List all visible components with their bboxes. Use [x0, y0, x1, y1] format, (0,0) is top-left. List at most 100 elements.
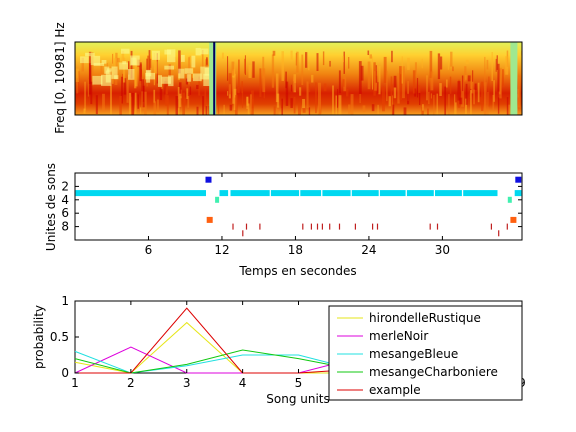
spectrogram-ylabel: Freq [0, 10981] Hz — [53, 22, 67, 133]
spectrogram-texture — [407, 81, 409, 101]
spectrogram-texture — [461, 75, 464, 92]
spectrogram-texture — [446, 79, 448, 88]
unit-3-segment — [514, 190, 522, 197]
spectrogram-texture — [131, 93, 134, 115]
spectrogram-texture — [186, 74, 192, 82]
spectrogram-texture — [121, 76, 123, 104]
probability-ytick-label: 0.5 — [50, 330, 69, 344]
spectrogram-texture — [407, 57, 410, 70]
spectrogram-texture — [141, 79, 145, 92]
units-ytick-label: 2 — [61, 179, 69, 193]
spectrogram-texture — [191, 55, 196, 68]
spectrogram-texture — [186, 88, 189, 99]
spectrogram-texture — [89, 63, 92, 95]
unit-3-segment — [270, 190, 300, 197]
spectrogram-texture — [301, 54, 304, 85]
spectrogram-texture — [426, 75, 428, 101]
spectrogram-texture — [448, 94, 450, 115]
spectrogram-texture — [91, 52, 94, 86]
spectrogram-texture — [393, 87, 397, 99]
unit-8-mark — [490, 223, 492, 230]
spectrogram-texture — [348, 57, 350, 69]
spectrogram-texture — [362, 105, 366, 113]
spectrogram-texture — [505, 56, 509, 75]
spectrogram-texture — [217, 104, 220, 114]
spectrogram-texture — [386, 70, 388, 102]
spectrogram-texture — [465, 98, 467, 115]
spectrogram-texture — [372, 56, 373, 90]
units-frame — [74, 172, 523, 241]
spectrogram-texture — [152, 50, 160, 60]
units-ytick-label: 8 — [61, 220, 69, 234]
unit-8-mark — [376, 223, 379, 230]
unit-8-mark — [232, 223, 234, 230]
spectrogram-texture — [429, 50, 433, 79]
spectrogram-texture — [123, 57, 126, 83]
spectrogram-texture — [383, 56, 387, 83]
spectrogram-texture — [134, 60, 137, 89]
spectrogram-texture — [271, 54, 275, 88]
spectrogram-texture — [165, 78, 168, 106]
units-xtick-label: 30 — [435, 243, 450, 257]
spectrogram-texture — [235, 95, 238, 115]
spectrogram-texture — [237, 86, 239, 93]
probability-ytick-label: 1 — [61, 294, 69, 308]
spectrogram-texture — [159, 88, 163, 101]
spectrogram-texture — [102, 93, 105, 112]
spectrogram-texture — [196, 84, 199, 89]
spectrogram-texture — [342, 56, 344, 63]
spectrogram-texture — [444, 86, 446, 115]
spectrogram-texture — [179, 93, 182, 107]
spectrogram-texture — [178, 68, 185, 79]
unit-9-mark — [242, 230, 244, 237]
unit-4-mark — [215, 196, 220, 203]
spectrogram-texture — [181, 54, 185, 62]
spectrogram-texture — [416, 78, 419, 98]
spectrogram-texture — [161, 76, 171, 84]
spectrogram-texture — [391, 50, 393, 63]
spectrogram-texture — [377, 104, 379, 115]
spectrogram-texture — [343, 51, 345, 74]
legend-label-mesangeCharboniere: mesangeCharboniere — [369, 365, 498, 379]
spectrogram-texture — [285, 71, 287, 89]
spectrogram-texture — [402, 66, 405, 99]
spectrogram-texture — [371, 104, 375, 112]
unit-3-segment — [351, 190, 379, 197]
spectrogram-texture — [419, 92, 421, 105]
spectrogram-texture — [322, 51, 325, 66]
spectrogram-texture — [484, 56, 486, 83]
spectrogram-texture — [497, 97, 500, 114]
spectrogram-texture — [455, 102, 457, 115]
spectrogram-texture — [140, 107, 142, 114]
unit-3-segment — [435, 190, 462, 197]
spectrogram-texture — [250, 94, 252, 115]
probability-xtick-label: 2 — [127, 376, 135, 390]
unit-3-segment — [230, 190, 270, 197]
units-ylabel: Unites de sons — [44, 163, 58, 251]
spectrogram-texture — [393, 75, 397, 88]
spectrogram-texture — [488, 76, 490, 107]
spectrogram-texture — [293, 74, 296, 93]
unit-3-segment — [322, 190, 351, 197]
spectrogram-texture — [113, 58, 117, 74]
spectrogram-texture — [263, 86, 265, 99]
spectrogram-texture — [296, 51, 299, 73]
spectrogram-texture — [506, 97, 509, 115]
spectrogram-texture — [81, 57, 84, 72]
legend-label-hirondelleRustique: hirondelleRustique — [369, 311, 481, 325]
spectrogram-texture — [436, 93, 438, 115]
spectrogram-texture — [452, 66, 454, 72]
spectrogram-texture — [343, 75, 347, 92]
unit-8-mark — [321, 223, 323, 230]
spectrogram-texture — [350, 94, 354, 115]
spectrogram-texture — [493, 80, 495, 102]
spectrogram-texture — [477, 82, 480, 103]
spectrogram-texture — [177, 87, 180, 115]
spectrogram-texture — [332, 85, 334, 115]
spectrogram-texture — [241, 81, 243, 94]
unit-8-mark — [429, 223, 431, 230]
unit-7-mark — [510, 216, 517, 223]
spectrogram-texture — [139, 62, 142, 82]
spectrogram-texture — [403, 107, 407, 115]
